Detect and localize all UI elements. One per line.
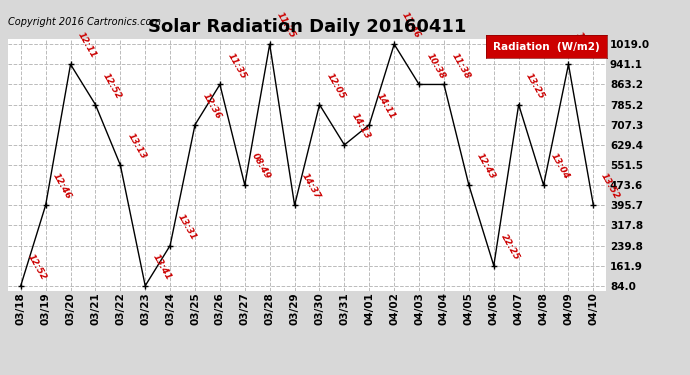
Text: 11:46: 11:46 xyxy=(400,11,422,40)
Text: 13:25: 13:25 xyxy=(524,71,546,100)
Text: 12:11: 12:11 xyxy=(76,31,98,60)
Text: 12:36: 12:36 xyxy=(201,91,223,121)
Text: 12:46: 12:46 xyxy=(51,172,73,201)
Text: Radiation  (W/m2): Radiation (W/m2) xyxy=(493,42,600,51)
Text: 22:25: 22:25 xyxy=(500,232,522,261)
Text: 12:43: 12:43 xyxy=(574,31,596,60)
Text: 13:13: 13:13 xyxy=(126,132,148,161)
Text: 13:52: 13:52 xyxy=(599,172,621,201)
Title: Solar Radiation Daily 20160411: Solar Radiation Daily 20160411 xyxy=(148,18,466,36)
Text: 08:49: 08:49 xyxy=(250,152,273,181)
Text: 12:43: 12:43 xyxy=(475,152,497,181)
Text: 14:13: 14:13 xyxy=(350,111,372,141)
Text: 14:11: 14:11 xyxy=(375,91,397,121)
Text: 14:37: 14:37 xyxy=(300,172,322,201)
Text: 11:35: 11:35 xyxy=(226,51,248,80)
Text: 11:38: 11:38 xyxy=(450,51,472,80)
Text: 12:05: 12:05 xyxy=(325,71,347,100)
Text: 13:41: 13:41 xyxy=(151,252,173,282)
Text: 12:52: 12:52 xyxy=(101,71,123,100)
Text: 11:25: 11:25 xyxy=(275,11,297,40)
Text: 12:52: 12:52 xyxy=(26,252,48,282)
Text: 13:04: 13:04 xyxy=(549,152,571,181)
Text: Copyright 2016 Cartronics.com: Copyright 2016 Cartronics.com xyxy=(8,17,161,27)
Text: 13:31: 13:31 xyxy=(176,212,198,242)
Text: 10:38: 10:38 xyxy=(424,51,446,80)
